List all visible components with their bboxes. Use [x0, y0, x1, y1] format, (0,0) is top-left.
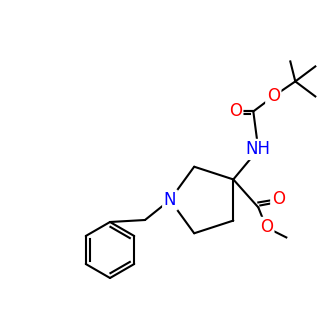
Text: N: N: [164, 191, 176, 209]
Text: O: O: [267, 88, 280, 105]
Text: NH: NH: [246, 140, 271, 158]
Text: O: O: [229, 102, 242, 120]
Text: O: O: [272, 191, 285, 208]
Text: O: O: [260, 218, 273, 236]
